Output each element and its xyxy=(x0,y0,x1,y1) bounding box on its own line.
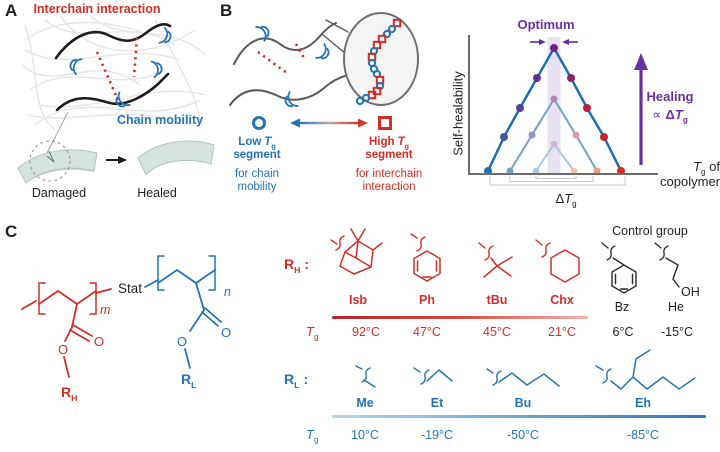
bz-structure xyxy=(601,242,637,294)
interchain-dotted-bonds-icon xyxy=(257,43,306,75)
chart-axes xyxy=(468,35,658,175)
damaged-sample-icon xyxy=(17,111,98,184)
polymer-chains-icon xyxy=(54,22,172,112)
self-healability-chart xyxy=(468,35,658,186)
high-tg-monomer-structure xyxy=(21,282,112,378)
high-tg-marker-icon xyxy=(378,116,392,130)
eh-structure xyxy=(595,349,696,391)
low-tg-monomer-structure xyxy=(144,255,222,369)
delta-tg-brackets-icon xyxy=(489,176,626,186)
chx-structure xyxy=(535,239,580,283)
chain-mobility-vibration-icons xyxy=(69,26,172,108)
optimum-band xyxy=(547,37,561,174)
copolymer-chains-icon xyxy=(229,22,349,106)
interchain-interaction-dotted-bonds-icon xyxy=(95,37,139,101)
magnifier-callout-icon xyxy=(321,12,419,106)
healing-up-arrow-icon xyxy=(634,53,648,165)
me-structure xyxy=(355,365,376,388)
vibration-icons xyxy=(255,25,330,108)
tbu-structure xyxy=(478,242,513,278)
et-structure xyxy=(413,367,453,385)
copolymer-bead-chain-icon xyxy=(355,18,402,106)
he-structure xyxy=(654,242,680,288)
healed-sample-icon xyxy=(137,140,215,176)
isb-structure xyxy=(330,228,383,275)
polymer-network-background xyxy=(21,14,206,131)
healability-triangles xyxy=(484,44,625,175)
ph-structure xyxy=(410,233,441,282)
low-tg-marker-icon xyxy=(252,116,266,130)
optimum-converging-arrows-icon xyxy=(530,39,578,45)
low-high-gradient-arrow-icon xyxy=(290,118,368,128)
transition-arrow-icon xyxy=(106,156,127,164)
bu-structure xyxy=(486,368,560,387)
